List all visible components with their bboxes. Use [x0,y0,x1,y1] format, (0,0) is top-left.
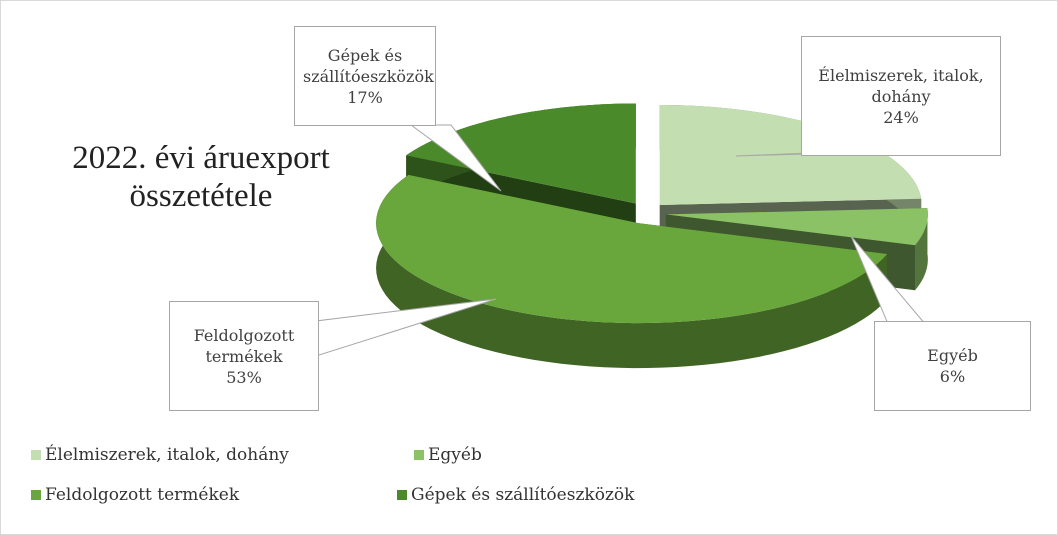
legend-swatch [397,490,407,500]
data-label-value: 6% [939,367,966,386]
legend-item: Gépek és szállítóeszközök [397,485,634,505]
slice-side [915,208,928,291]
data-label-name: Egyéb [927,346,978,365]
legend-label: Élelmiszerek, italok, dohány [45,445,289,465]
data-label-value: 53% [226,367,262,387]
legend-label: Egyéb [428,445,482,465]
data-label-name: Gépek és szállítóeszközök [303,45,434,86]
data-label-value: 17% [347,87,383,107]
chart-title: 2022. évi áruexport összetétele [72,140,330,214]
data-label: Egyéb 6% [874,321,1031,411]
legend-item: Feldolgozott termékek [31,485,239,505]
data-label-name: Feldolgozott termékek [193,325,295,366]
legend-swatch [414,450,424,460]
legend-item: Egyéb [414,445,482,465]
slice-side [376,174,888,369]
data-label: Élelmiszerek, italok, dohány 24% [801,36,1001,156]
legend-label: Gépek és szállítóeszközök [411,485,635,505]
data-label-name: Élelmiszerek, italok, dohány [818,65,984,106]
legend-swatch [31,490,41,500]
legend-swatch [31,450,41,460]
data-label: Gépek és szállítóeszközök 17% [294,26,436,126]
slice [406,103,636,204]
data-label: Feldolgozott termékek 53% [169,301,319,411]
slice [659,104,922,205]
slice-tops [376,103,928,324]
legend-label: Feldolgozott termékek [45,485,240,505]
legend-item: Élelmiszerek, italok, dohány [31,445,289,465]
data-label-value: 24% [883,107,919,127]
slice [665,208,928,246]
slice [376,174,888,324]
